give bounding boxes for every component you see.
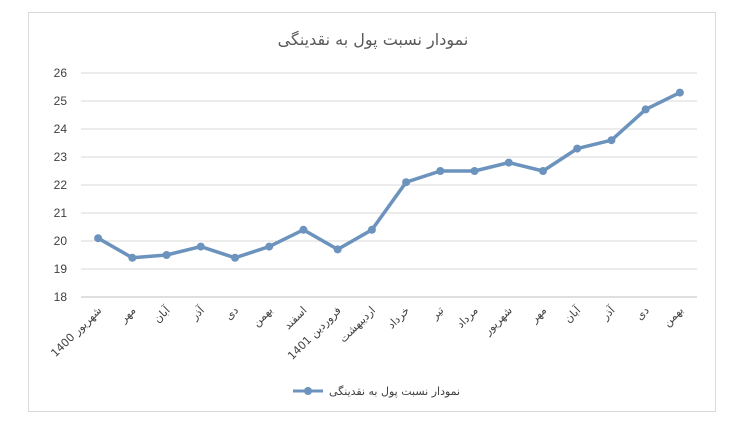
y-tick-label: 19 xyxy=(54,262,68,276)
y-tick-label: 26 xyxy=(54,66,68,80)
data-point xyxy=(470,167,479,175)
data-point xyxy=(504,158,513,167)
data-point xyxy=(231,253,239,262)
y-tick-label: 23 xyxy=(54,150,68,164)
x-tick-label: شهریور xyxy=(481,304,515,338)
data-point xyxy=(162,251,171,259)
y-tick-label: 25 xyxy=(54,94,68,108)
x-tick-label: تیر xyxy=(428,304,447,323)
x-tick-label: بهمن xyxy=(661,304,686,329)
x-tick-label: آذر xyxy=(598,303,619,324)
x-tick-label: مرداد xyxy=(454,304,481,331)
data-point xyxy=(641,105,650,114)
data-point xyxy=(94,234,103,243)
chart-title: نمودار نسبت پول به نقدینگی xyxy=(278,30,469,50)
data-point xyxy=(196,242,205,251)
data-point xyxy=(436,167,445,175)
chart-frame: نمودار نسبت پول به نقدینگی 18 19 20 21 22 23 2… xyxy=(28,12,716,412)
series-line xyxy=(96,90,682,260)
x-tick-label: شهریور 1400 xyxy=(48,304,104,360)
data-point xyxy=(128,253,137,262)
data-point xyxy=(573,144,582,153)
legend: نمودار نسبت پول به نقدینگی xyxy=(293,385,460,398)
data-point xyxy=(265,242,274,251)
x-tick-label: بهمن xyxy=(250,304,275,329)
x-tick-label: اردیبهشت xyxy=(337,304,378,345)
data-point xyxy=(333,245,342,254)
y-tick-label: 21 xyxy=(54,206,68,220)
legend-label: نمودار نسبت پول به نقدینگی xyxy=(329,385,460,398)
x-tick-label: آبان xyxy=(150,303,173,326)
y-tick-label: 20 xyxy=(54,234,68,248)
data-point xyxy=(402,178,411,187)
y-tick-label: 18 xyxy=(54,290,68,304)
data-point xyxy=(675,88,684,97)
x-tick-label: آبان xyxy=(561,303,584,326)
legend-point-marker xyxy=(304,387,312,395)
data-point xyxy=(539,167,547,175)
x-tick-label: مهر xyxy=(117,304,139,326)
data-point xyxy=(299,225,308,234)
y-tick-label: 24 xyxy=(54,122,68,136)
data-point xyxy=(367,225,376,234)
x-tick-label: آذر xyxy=(187,303,208,324)
x-tick-label: دی xyxy=(222,304,241,323)
x-tick-label: مهر xyxy=(527,304,549,326)
x-tick-label: خرداد xyxy=(385,304,412,331)
x-tick-label: دی xyxy=(633,304,652,323)
y-tick-label: 22 xyxy=(54,178,68,192)
x-tick-label: اسفند xyxy=(281,304,309,332)
data-point xyxy=(607,136,616,145)
line-chart: نمودار نسبت پول به نقدینگی 18 19 20 21 22 23 2… xyxy=(48,30,697,398)
